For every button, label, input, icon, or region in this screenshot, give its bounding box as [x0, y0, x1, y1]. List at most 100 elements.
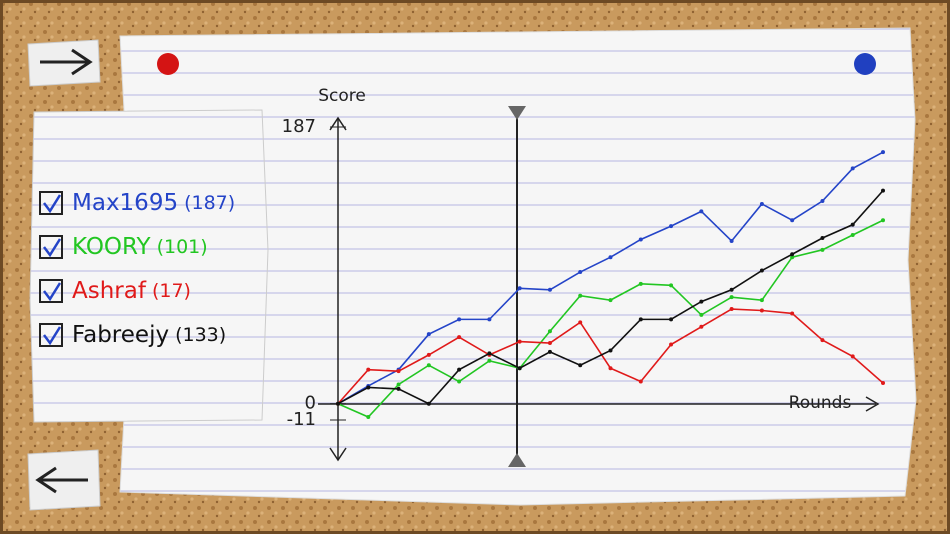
- data-point: [457, 367, 462, 372]
- checkmark: [43, 326, 62, 346]
- data-point: [487, 358, 492, 363]
- plot: Score Rounds -110 187: [282, 86, 885, 467]
- data-point: [790, 311, 795, 316]
- data-point: [366, 415, 371, 420]
- data-point: [547, 349, 552, 354]
- data-point: [547, 287, 552, 292]
- data-point: [426, 332, 431, 337]
- data-point: [517, 286, 522, 291]
- data-point: [729, 287, 734, 292]
- data-point: [457, 317, 462, 322]
- data-point: [820, 235, 825, 240]
- data-point: [638, 317, 643, 322]
- data-point: [547, 329, 552, 334]
- legend-entry: Ashraf (17): [72, 278, 191, 304]
- data-point: [759, 298, 764, 303]
- data-point: [517, 366, 522, 371]
- checkmark: [43, 194, 62, 214]
- checkmark: [43, 238, 62, 258]
- data-point: [638, 379, 643, 384]
- data-point: [487, 351, 492, 356]
- y-tick-label: 0: [305, 393, 316, 414]
- cursor-handle: [508, 106, 526, 120]
- legend-entry: Max1695 (187): [72, 190, 235, 216]
- data-point: [669, 317, 674, 322]
- player-score: (101): [157, 236, 208, 258]
- data-point: [850, 354, 855, 359]
- data-point: [729, 295, 734, 300]
- data-point: [790, 255, 795, 260]
- data-point: [608, 255, 613, 260]
- data-point: [366, 367, 371, 372]
- y-tick-label: -11: [287, 409, 316, 430]
- data-point: [396, 369, 401, 374]
- data-point: [669, 342, 674, 347]
- x-axis-arrow: [865, 396, 880, 412]
- data-point: [457, 335, 462, 340]
- legend-paper: [29, 109, 269, 423]
- y-tick-label: 187: [282, 116, 316, 137]
- data-point: [669, 224, 674, 229]
- data-point: [578, 270, 583, 275]
- player-name: Max1695: [72, 190, 178, 216]
- data-point: [759, 268, 764, 273]
- legend-checkbox[interactable]: [39, 323, 63, 347]
- player-score: (133): [175, 324, 226, 346]
- data-point: [638, 281, 643, 286]
- data-point: [729, 307, 734, 312]
- data-point: [850, 233, 855, 238]
- data-point: [336, 401, 340, 406]
- y-axis-label: Score: [318, 86, 366, 106]
- data-point: [608, 366, 613, 371]
- data-point: [426, 352, 431, 357]
- data-point: [608, 348, 613, 353]
- data-point: [457, 379, 462, 384]
- player-name: Fabreejy: [72, 322, 169, 348]
- data-point: [759, 308, 764, 313]
- data-point: [638, 237, 643, 242]
- data-point: [578, 320, 583, 325]
- data-point: [669, 283, 674, 288]
- data-point: [517, 339, 522, 344]
- player-score: (17): [152, 280, 191, 302]
- back-arrow: [35, 466, 88, 494]
- player-name: KOORY: [72, 234, 152, 260]
- legend-entry: Fabreejy (133): [72, 322, 226, 348]
- data-point: [487, 317, 492, 322]
- data-point: [699, 312, 704, 317]
- player-score: (187): [184, 192, 235, 214]
- data-point: [790, 252, 795, 257]
- legend-entry: KOORY (101): [72, 234, 208, 260]
- data-point: [426, 401, 431, 406]
- player-name: Ashraf: [72, 278, 147, 304]
- y-axis-arrow: [329, 447, 347, 462]
- y-axis-arrow: [329, 116, 347, 131]
- data-point: [820, 338, 825, 343]
- legend: Max1695 (187) KOORY (101) Ashraf (17) Fabreejy…: [39, 190, 235, 348]
- data-point: [881, 218, 885, 223]
- red-pin: [157, 53, 179, 75]
- data-point: [759, 201, 764, 206]
- data-point: [699, 324, 704, 329]
- data-point: [608, 298, 613, 303]
- data-point: [881, 188, 885, 193]
- data-point: [699, 209, 704, 214]
- legend-checkbox[interactable]: [39, 235, 63, 259]
- x-axis-label: Rounds: [789, 393, 852, 413]
- data-point: [699, 299, 704, 304]
- data-point: [820, 247, 825, 252]
- cursor-handle: [508, 453, 526, 467]
- legend-checkbox[interactable]: [39, 191, 63, 215]
- blue-pin: [854, 53, 876, 75]
- data-point: [396, 386, 401, 391]
- data-point: [729, 238, 734, 243]
- data-point: [881, 381, 885, 386]
- data-point: [426, 363, 431, 368]
- data-point: [547, 341, 552, 346]
- data-point: [850, 222, 855, 227]
- data-point: [578, 293, 583, 298]
- legend-checkbox[interactable]: [39, 279, 63, 303]
- data-point: [881, 150, 885, 155]
